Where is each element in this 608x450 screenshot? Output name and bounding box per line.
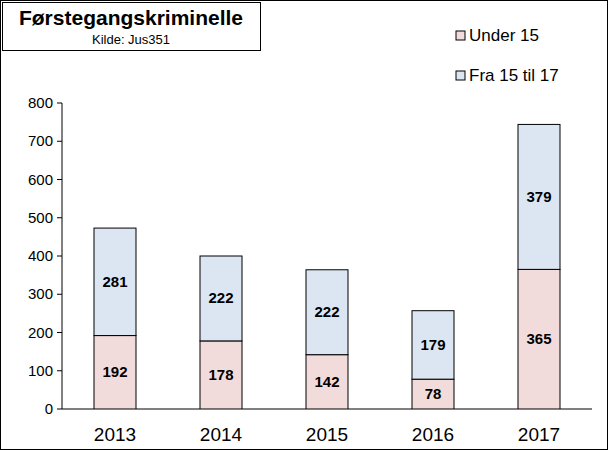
y-tick-label: 100 [28,362,53,379]
bar [94,336,136,409]
legend-label: Under 15 [469,26,539,45]
x-tick-label: 2013 [94,424,136,445]
y-tick [57,370,62,371]
bar [200,341,242,409]
data-label: 281 [102,273,127,290]
bar [306,355,348,409]
title-box [3,3,261,51]
y-tick-label: 500 [28,209,53,226]
bar [200,256,242,341]
data-label: 179 [420,336,445,353]
data-label: 379 [526,188,551,205]
y-tick-label: 600 [28,171,53,188]
x-tick-label: 2017 [518,424,560,445]
subtitle: Kilde: Jus351 [92,32,170,47]
chart-container: Førstegangskriminelle Kilde: Jus351 0 100 20… [0,0,608,450]
y-tick [57,332,62,333]
x-tick-label: 2014 [200,424,243,445]
y-tick [57,103,62,104]
data-label: 365 [526,330,551,347]
y-tick-label: 800 [28,94,53,111]
y-tick [57,256,62,257]
y-tick [57,294,62,295]
y-tick-label: 0 [45,400,53,417]
outer-frame [1,1,608,450]
bar [518,269,560,409]
legend-label: Fra 15 til 17 [469,66,559,85]
y-tick [57,179,62,180]
data-label: 142 [314,373,339,390]
data-label: 222 [314,303,339,320]
bar [412,311,454,379]
x-tick-label: 2016 [412,424,454,445]
y-tick-label: 700 [28,132,53,149]
data-label: 222 [208,289,233,306]
y-tick-label: 200 [28,324,53,341]
y-tick [57,141,62,142]
data-label: 78 [425,385,442,402]
bar [94,228,136,335]
bar [518,124,560,269]
y-tick [57,217,62,218]
legend-swatch [456,31,465,40]
title: Førstegangskriminelle [19,6,243,29]
bar [306,270,348,355]
y-tick [57,409,62,410]
data-label: 178 [208,366,233,383]
bars [94,124,560,409]
chart-svg: Førstegangskriminelle Kilde: Jus351 0 100 20… [0,0,608,450]
x-tick-label: 2015 [306,424,348,445]
y-tick-label: 300 [28,285,53,302]
data-label: 192 [102,363,127,380]
y-tick-label: 400 [28,247,53,264]
bar [412,379,454,409]
legend-swatch [456,71,465,80]
